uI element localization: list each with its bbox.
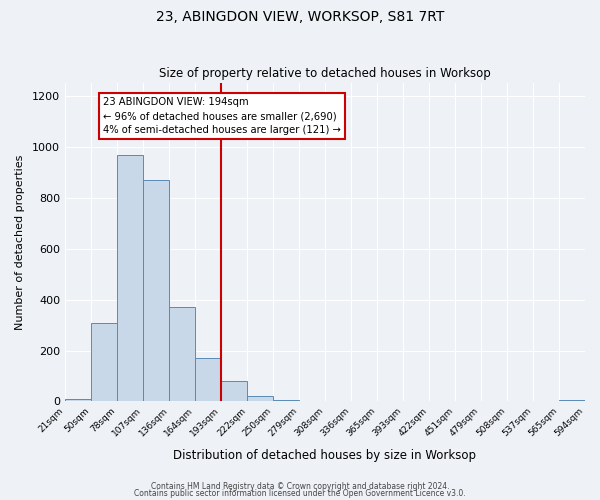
Text: Contains HM Land Registry data © Crown copyright and database right 2024.: Contains HM Land Registry data © Crown c… xyxy=(151,482,449,491)
Bar xyxy=(559,400,585,402)
Title: Size of property relative to detached houses in Worksop: Size of property relative to detached ho… xyxy=(159,66,491,80)
Bar xyxy=(65,399,91,402)
Bar xyxy=(195,358,221,402)
Bar xyxy=(116,154,143,402)
X-axis label: Distribution of detached houses by size in Worksop: Distribution of detached houses by size … xyxy=(173,450,476,462)
Bar xyxy=(273,400,299,402)
Bar xyxy=(143,180,169,402)
Bar xyxy=(169,308,195,402)
Bar xyxy=(247,396,273,402)
Bar xyxy=(91,323,116,402)
Y-axis label: Number of detached properties: Number of detached properties xyxy=(15,155,25,330)
Text: Contains public sector information licensed under the Open Government Licence v3: Contains public sector information licen… xyxy=(134,489,466,498)
Text: 23, ABINGDON VIEW, WORKSOP, S81 7RT: 23, ABINGDON VIEW, WORKSOP, S81 7RT xyxy=(156,10,444,24)
Text: 23 ABINGDON VIEW: 194sqm
← 96% of detached houses are smaller (2,690)
4% of semi: 23 ABINGDON VIEW: 194sqm ← 96% of detach… xyxy=(103,98,341,136)
Bar xyxy=(221,381,247,402)
